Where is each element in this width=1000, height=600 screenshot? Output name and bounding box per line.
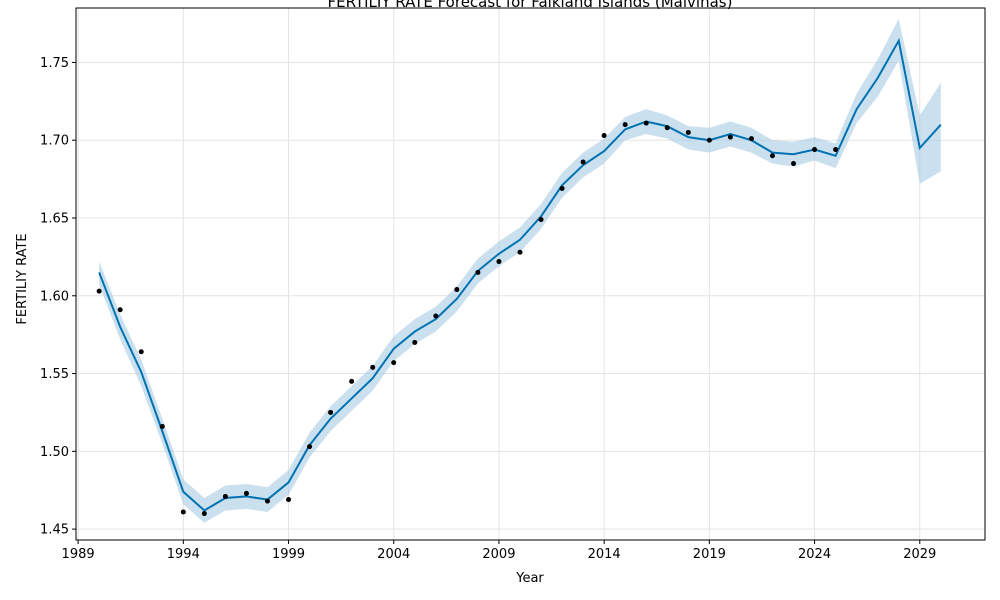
x-tick-label: 1994	[167, 547, 200, 562]
observed-points	[96, 120, 839, 517]
plot-frame	[75, 7, 986, 541]
observed-point	[412, 339, 418, 345]
observed-point	[286, 497, 292, 503]
observed-point	[791, 161, 797, 167]
x-tick-label: 2009	[482, 547, 515, 562]
observed-point	[222, 493, 228, 499]
observed-point	[307, 444, 313, 450]
y-tick-label: 1.45	[40, 523, 69, 538]
observed-point	[96, 288, 102, 294]
observed-point	[433, 313, 439, 319]
x-tick-label: 1999	[272, 547, 305, 562]
observed-point	[159, 423, 165, 429]
y-axis-label: FERTILIY RATE	[15, 233, 30, 324]
observed-point	[117, 307, 123, 313]
observed-point	[580, 159, 586, 165]
observed-point	[748, 136, 754, 142]
x-axis-ticks: 1989 1994 1999 2004 2009 2014 2019 2024 2029	[62, 540, 936, 562]
y-tick-label: 1.75	[40, 56, 69, 71]
observed-point	[833, 147, 839, 153]
observed-point	[370, 364, 376, 370]
observed-point	[706, 137, 712, 143]
y-tick-label: 1.60	[40, 289, 69, 304]
observed-point	[812, 147, 818, 153]
x-axis-label: Year	[515, 571, 544, 586]
x-tick-label: 2014	[588, 547, 621, 562]
x-tick-label: 1989	[62, 547, 95, 562]
observed-point	[538, 217, 544, 223]
observed-point	[496, 259, 502, 265]
y-tick-label: 1.65	[40, 212, 69, 227]
x-tick-label: 2029	[903, 547, 936, 562]
observed-point	[622, 122, 628, 128]
forecast-line	[98, 37, 942, 512]
x-tick-label: 2024	[798, 547, 831, 562]
chart-title: FERTILIY RATE Forecast for Falkland Isla…	[328, 0, 733, 11]
observed-point	[138, 349, 144, 355]
observed-point	[349, 378, 355, 384]
uncertainty-band	[99, 18, 941, 523]
observed-point	[559, 185, 565, 191]
observed-point	[243, 490, 249, 496]
observed-point	[391, 360, 397, 366]
y-tick-label: 1.55	[40, 367, 69, 382]
observed-point	[664, 125, 670, 131]
observed-point	[264, 498, 270, 504]
grid-lines	[76, 8, 985, 540]
y-tick-label: 1.50	[40, 445, 69, 460]
observed-point	[180, 509, 186, 515]
observed-point	[727, 134, 733, 140]
observed-point	[454, 287, 460, 293]
y-tick-label: 1.70	[40, 134, 69, 149]
x-tick-label: 2019	[693, 547, 726, 562]
observed-point	[685, 129, 691, 135]
observed-point	[475, 269, 481, 275]
observed-point	[769, 153, 775, 159]
observed-point	[201, 511, 207, 517]
x-tick-label: 2004	[377, 547, 410, 562]
observed-point	[601, 133, 607, 139]
observed-point	[517, 249, 523, 255]
observed-point	[328, 409, 334, 415]
observed-point	[643, 120, 649, 126]
y-axis-ticks: 1.45 1.50 1.55 1.60 1.65 1.70 1.75	[40, 56, 76, 538]
